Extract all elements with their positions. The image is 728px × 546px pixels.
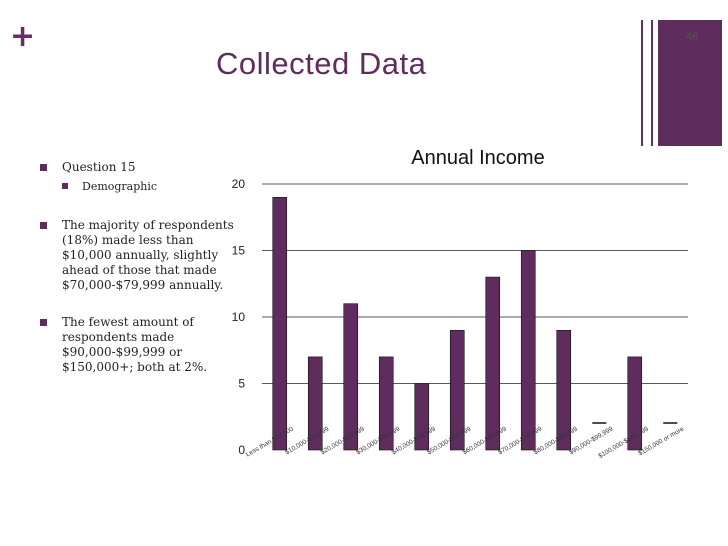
- vertical-rule-1: [641, 20, 643, 146]
- bar: [449, 329, 465, 451]
- chart-bars: [272, 197, 678, 451]
- bar: [556, 329, 572, 451]
- slide-number: 46: [686, 31, 699, 43]
- y-tick-label: 15: [232, 244, 246, 258]
- bullet-marker: [40, 222, 47, 229]
- bullet-question-text: Question 15: [62, 160, 136, 174]
- chart-grid: [262, 183, 688, 384]
- sub-bullet-text: Demographic: [82, 180, 158, 193]
- bullet-fewest-text: The fewest amount of respondents made $9…: [62, 315, 208, 374]
- vertical-rule-2: [651, 20, 653, 146]
- slide-title: Collected Data: [216, 46, 427, 81]
- y-tick-label: 10: [232, 310, 246, 324]
- bar: [520, 250, 536, 451]
- bullet-question: Question 15: [40, 160, 240, 175]
- bullet-fewest: The fewest amount of respondents made $9…: [40, 315, 240, 375]
- chart-title: Annual Income: [411, 147, 544, 169]
- bullet-marker: [40, 319, 47, 326]
- bar: [627, 356, 643, 451]
- bar: [272, 197, 288, 451]
- bar: [485, 276, 501, 451]
- bar: [307, 356, 323, 451]
- y-axis-ticks: 0 5 10 15 20: [232, 177, 246, 457]
- bullet-list: Question 15 Demographic The majority of …: [40, 160, 240, 389]
- bullet-majority-text: The majority of respondents (18%) made l…: [62, 218, 234, 292]
- bar: [414, 383, 430, 451]
- y-tick-label: 0: [238, 443, 245, 457]
- sub-bullet-marker: [62, 183, 68, 189]
- y-tick-label: 20: [232, 177, 246, 191]
- y-tick-label: 5: [238, 377, 245, 391]
- bar: [343, 303, 359, 451]
- bullet-majority: The majority of respondents (18%) made l…: [40, 218, 240, 293]
- sub-bullet-demographic: Demographic: [40, 179, 240, 194]
- accent-block: [658, 20, 722, 146]
- bullet-marker: [40, 164, 47, 171]
- bar: [378, 356, 394, 451]
- plus-logo: +: [10, 19, 36, 54]
